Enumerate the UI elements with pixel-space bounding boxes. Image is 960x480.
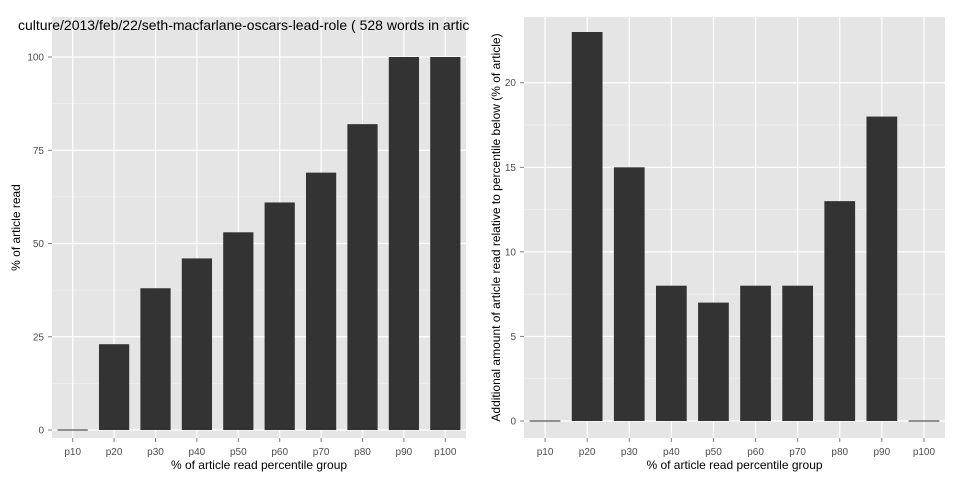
x-tick-label: p100 xyxy=(913,447,936,458)
bar-p100 xyxy=(430,57,461,430)
bar-p30 xyxy=(140,288,171,430)
y-tick-label: 100 xyxy=(27,53,44,64)
x-tick-label: p40 xyxy=(189,447,206,458)
y-axis-title: Additional amount of article read relati… xyxy=(489,33,503,421)
y-tick-label: 15 xyxy=(505,163,517,174)
y-tick-label: 25 xyxy=(33,332,45,343)
x-tick-label: p70 xyxy=(313,447,330,458)
bar-p90 xyxy=(866,116,898,421)
y-tick-label: 0 xyxy=(510,417,516,428)
x-tick-label: p100 xyxy=(434,447,457,458)
bar-p40 xyxy=(655,285,687,421)
bar-p100 xyxy=(908,420,940,422)
x-tick-label: p80 xyxy=(354,447,371,458)
chart-panel-1: 0 25 50 75 100 p10 p20 p30 p40 p50 p60 p70 p80 p90 p10… xyxy=(9,17,469,472)
x-tick-label: p30 xyxy=(147,447,164,458)
x-axis-title: % of article read percentile group xyxy=(646,458,822,472)
x-tick-label: p20 xyxy=(106,447,123,458)
bar-p30 xyxy=(613,167,645,421)
bar-p40 xyxy=(181,258,213,430)
bar-p80 xyxy=(347,124,378,430)
x-tick-label: p40 xyxy=(663,447,680,458)
bar-p50 xyxy=(698,302,729,421)
x-tick-label: p70 xyxy=(789,447,806,458)
x-tick-label: p30 xyxy=(621,447,638,458)
y-tick-label: 75 xyxy=(33,146,45,157)
bar-p10 xyxy=(529,420,561,422)
bar-p80 xyxy=(824,201,856,421)
bar-p60 xyxy=(264,202,295,430)
bar-p50 xyxy=(223,232,254,430)
x-tick-label: p20 xyxy=(579,447,596,458)
x-tick-label: p50 xyxy=(705,447,722,458)
x-tick-label: p60 xyxy=(271,447,288,458)
y-tick-label: 50 xyxy=(33,239,45,250)
x-tick-label: p60 xyxy=(747,447,764,458)
bar-p10 xyxy=(57,429,88,431)
x-tick-label: p90 xyxy=(874,447,891,458)
y-tick-label: 20 xyxy=(505,78,517,89)
bar-p90 xyxy=(388,57,420,430)
y-tick-label: 0 xyxy=(38,426,44,437)
y-tick-label: 10 xyxy=(505,247,517,258)
x-tick-label: p80 xyxy=(831,447,848,458)
x-tick-label: p50 xyxy=(230,447,247,458)
chart-title: culture/2013/feb/22/seth-macfarlane-osca… xyxy=(18,17,469,33)
x-axis-title: % of article read percentile group xyxy=(171,458,347,472)
bar-p60 xyxy=(740,285,771,421)
x-tick-label: p10 xyxy=(537,447,554,458)
y-tick-label: 5 xyxy=(510,332,516,343)
x-tick-label: p90 xyxy=(396,447,413,458)
bar-p20 xyxy=(571,32,603,421)
x-tick-label: p10 xyxy=(64,447,81,458)
bar-p70 xyxy=(782,285,814,421)
y-axis-title: % of article read xyxy=(9,184,23,271)
bar-p70 xyxy=(305,172,337,430)
bar-p20 xyxy=(98,344,130,430)
chart-panel-2: 0 5 10 15 20 p10 p20 p30 p40 p50 p60 p70 p80 p90 p100%… xyxy=(489,17,945,472)
